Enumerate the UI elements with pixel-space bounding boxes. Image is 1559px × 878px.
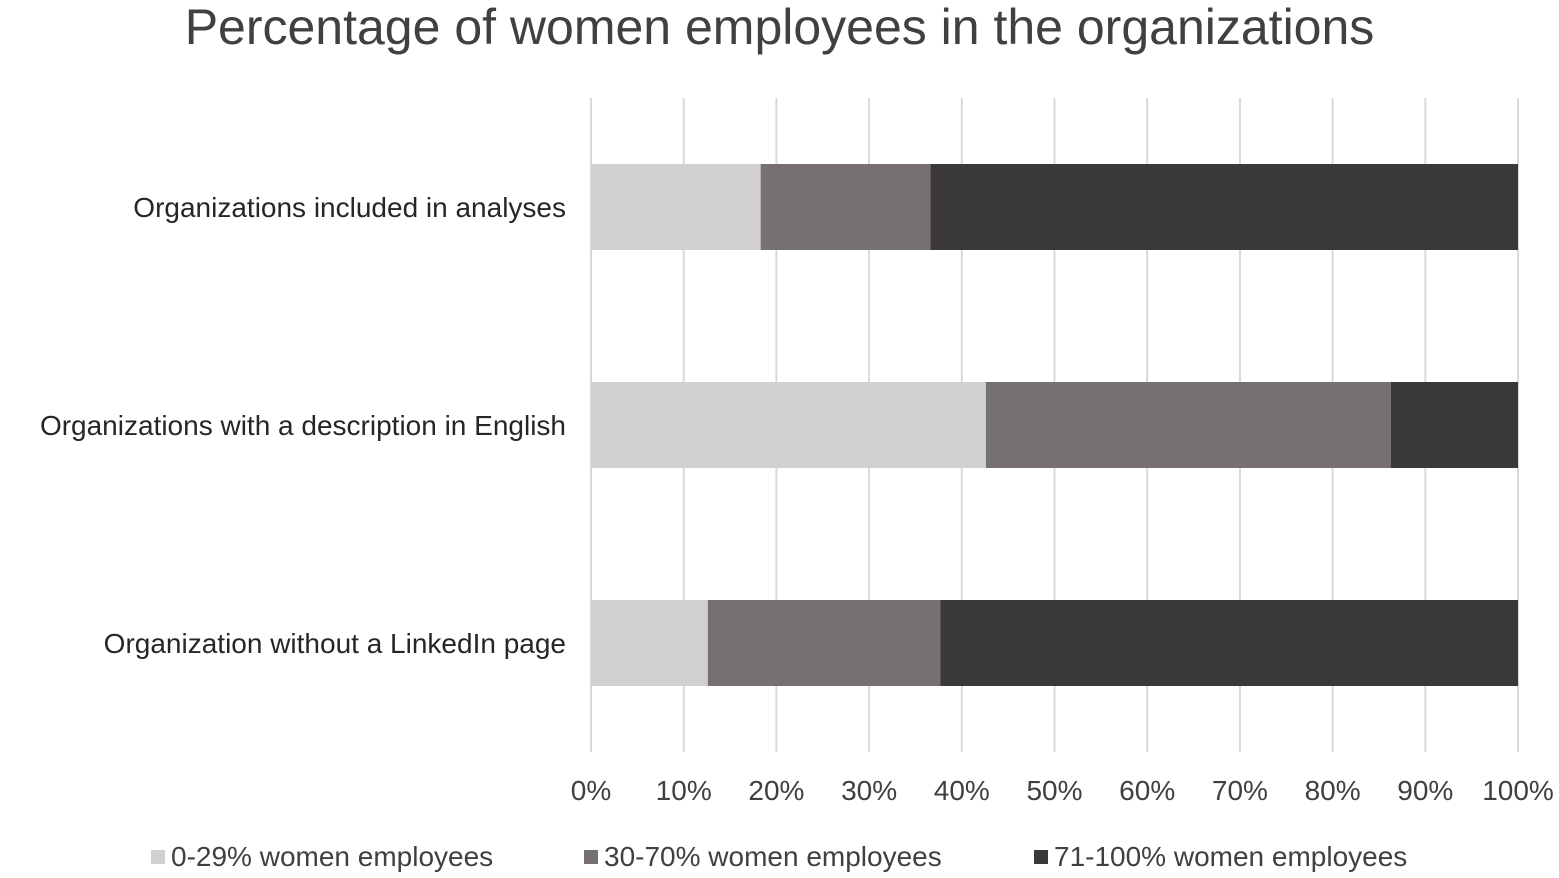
x-tick-label: 100%	[1482, 775, 1554, 806]
legend-label: 0-29% women employees	[171, 841, 493, 872]
x-tick-label: 60%	[1119, 775, 1175, 806]
legend-label: 30-70% women employees	[604, 841, 942, 872]
bar-segment	[760, 164, 931, 250]
legend-label: 71-100% women employees	[1054, 841, 1407, 872]
legend: 0-29% women employees 30-70% women employ…	[151, 841, 1407, 872]
legend-swatch	[151, 850, 165, 864]
bar-segment	[591, 164, 761, 250]
bar-segment	[930, 164, 1518, 250]
category-label: Organizations with a description in Engl…	[40, 410, 566, 441]
x-tick-label: 30%	[841, 775, 897, 806]
legend-swatch	[584, 850, 598, 864]
bar-segment	[940, 600, 1518, 686]
bar-segment	[1391, 382, 1518, 468]
x-tick-label: 20%	[748, 775, 804, 806]
bar-segment	[707, 600, 941, 686]
x-tick-labels: 0% 10% 20% 30% 40% 50% 60% 70% 80% 90% 100%	[571, 775, 1554, 806]
x-tick-label: 90%	[1397, 775, 1453, 806]
category-labels: Organizations included in analyses Organi…	[40, 192, 566, 659]
x-tick-label: 80%	[1305, 775, 1361, 806]
x-tick-label: 70%	[1212, 775, 1268, 806]
bar-segment	[591, 382, 986, 468]
category-label: Organization without a LinkedIn page	[104, 628, 566, 659]
x-tick-label: 0%	[571, 775, 611, 806]
legend-swatch	[1034, 850, 1048, 864]
x-tick-label: 40%	[934, 775, 990, 806]
x-tick-label: 10%	[656, 775, 712, 806]
bars	[591, 164, 1518, 686]
bar-segment	[591, 600, 708, 686]
bar-segment	[985, 382, 1392, 468]
chart-title: Percentage of women employees in the org…	[184, 0, 1375, 55]
x-tick-label: 50%	[1026, 775, 1082, 806]
category-label: Organizations included in analyses	[133, 192, 566, 223]
